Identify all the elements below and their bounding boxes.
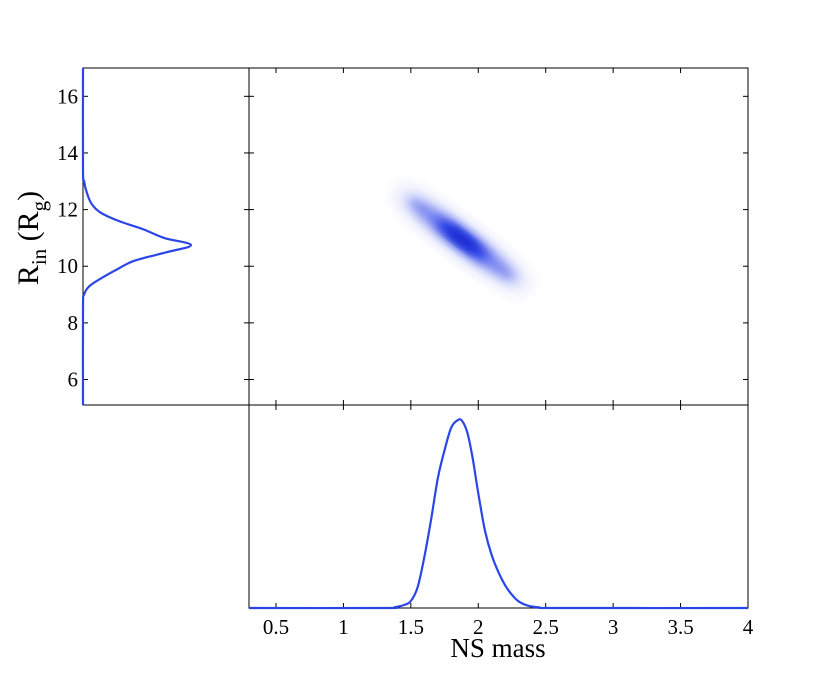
rin-tick-label: 16 <box>57 84 78 108</box>
rin-label-paren-close: ) <box>12 191 45 201</box>
marginal-mass-panel: 0.5 1 1.5 2 2.5 3 3.5 4 NS mass <box>248 68 754 663</box>
mass-axis-label: NS mass <box>450 633 545 663</box>
mass-tick-label: 4 <box>743 615 754 639</box>
rin-label-paren-open: (R <box>12 211 45 249</box>
posterior-peak-region <box>446 227 478 252</box>
posterior-blob-layers <box>397 189 527 289</box>
rin-tick-label: 14 <box>57 141 79 165</box>
mass-tick-label: 1.5 <box>398 615 424 639</box>
rin-label-sub-g: g <box>27 200 51 211</box>
mass-tick-label: 1 <box>338 615 349 639</box>
joint-posterior-panel <box>248 67 749 406</box>
rin-label-sub-in: in <box>27 248 51 265</box>
mass-x-ticks: 0.5 1 1.5 2 2.5 3 3.5 4 <box>263 68 754 639</box>
mass-tick-label: 0.5 <box>263 615 289 639</box>
rin-y-ticks: 6 8 10 12 14 16 <box>57 84 748 392</box>
mass-tick-label: 3 <box>608 615 619 639</box>
rin-axis-label: Rin (Rg) <box>12 191 51 285</box>
mass-tick-label: 2.5 <box>533 615 559 639</box>
rin-label-base: R <box>12 265 45 285</box>
posterior-density-blob <box>397 189 527 289</box>
rin-axis-label-text: Rin (Rg) <box>12 191 51 285</box>
mass-plot-frame <box>248 404 749 609</box>
rin-density-curve <box>81 67 193 406</box>
marginal-rin-panel: 6 8 10 12 14 16 Rin (Rg) <box>12 67 748 406</box>
rin-tick-label: 10 <box>57 254 78 278</box>
mass-density-curve <box>248 418 749 610</box>
rin-plot-frame <box>82 67 250 406</box>
rin-tick-label: 8 <box>68 311 79 335</box>
mass-tick-label: 3.5 <box>667 615 693 639</box>
rin-tick-label: 12 <box>57 198 78 222</box>
rin-tick-label: 6 <box>68 368 79 392</box>
mass-tick-label: 2 <box>473 615 484 639</box>
joint-plot-area <box>249 68 748 405</box>
